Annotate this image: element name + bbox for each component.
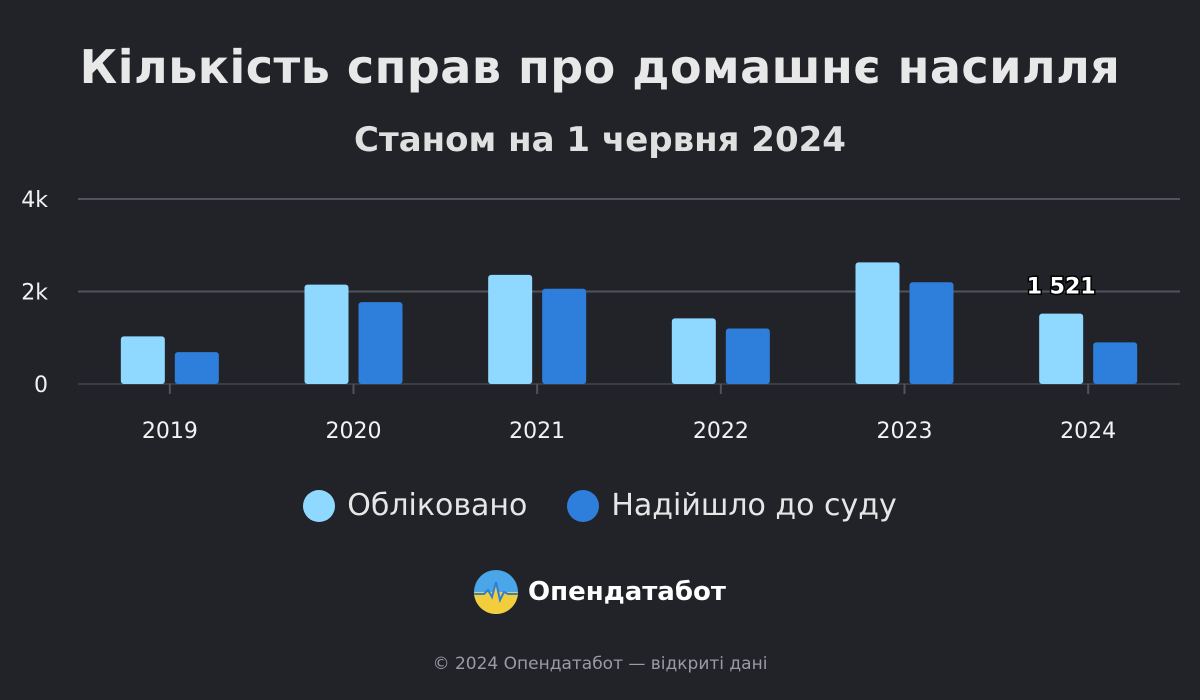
bar-to-court-2024 xyxy=(1093,342,1138,384)
x-tick-label: 2019 xyxy=(142,419,198,444)
brand-name: Опендатабот xyxy=(528,577,726,607)
y-tick-label: 0 xyxy=(34,373,48,398)
bar-recorded-2022 xyxy=(671,318,716,384)
chart-legend: Обліковано Надійшло до суду xyxy=(0,488,1200,523)
opendatabot-logo-icon xyxy=(474,570,519,614)
x-tick-label: 2020 xyxy=(326,419,382,444)
x-tick-label: 2023 xyxy=(877,419,933,444)
bar-to-court-2020 xyxy=(358,302,403,384)
chart-subtitle: Станом на 1 червня 2024 xyxy=(354,120,846,160)
data-label: 1 521 xyxy=(1027,275,1096,300)
bar-to-court-2022 xyxy=(725,328,770,384)
bar-recorded-2020 xyxy=(304,284,349,384)
legend-label-recorded: Обліковано xyxy=(347,488,528,523)
y-tick-label: 4k xyxy=(21,188,48,213)
legend-marker-recorded xyxy=(303,489,336,522)
bar-to-court-2019 xyxy=(174,352,219,384)
bar-recorded-2021 xyxy=(488,274,533,384)
legend-item-recorded[interactable]: Обліковано xyxy=(303,488,527,523)
bar-recorded-2023 xyxy=(855,262,900,384)
chart-title: Кількість справ про домашнє насилля xyxy=(79,40,1121,94)
x-tick-label: 2021 xyxy=(509,419,565,444)
brand-block: Опендатабот xyxy=(0,570,1200,614)
bar-to-court-2023 xyxy=(909,282,954,384)
y-tick-label: 2k xyxy=(21,281,48,306)
legend-item-to-court[interactable]: Надійшло до суду xyxy=(567,488,897,523)
bar-to-court-2021 xyxy=(542,288,587,384)
x-tick-label: 2022 xyxy=(693,419,749,444)
bar-recorded-2019 xyxy=(120,336,165,384)
bar-chart: 0 2k 4k 2019 2020 2021 2022 2023 2024 1 521 xyxy=(21,188,1180,444)
x-tick-label: 2024 xyxy=(1060,419,1116,444)
legend-label-to-court: Надійшло до суду xyxy=(611,488,897,523)
legend-marker-to-court xyxy=(567,489,600,522)
bar-recorded-2024 xyxy=(1039,313,1084,384)
footer-copyright: © 2024 Опендатабот — відкриті дані xyxy=(432,654,768,674)
